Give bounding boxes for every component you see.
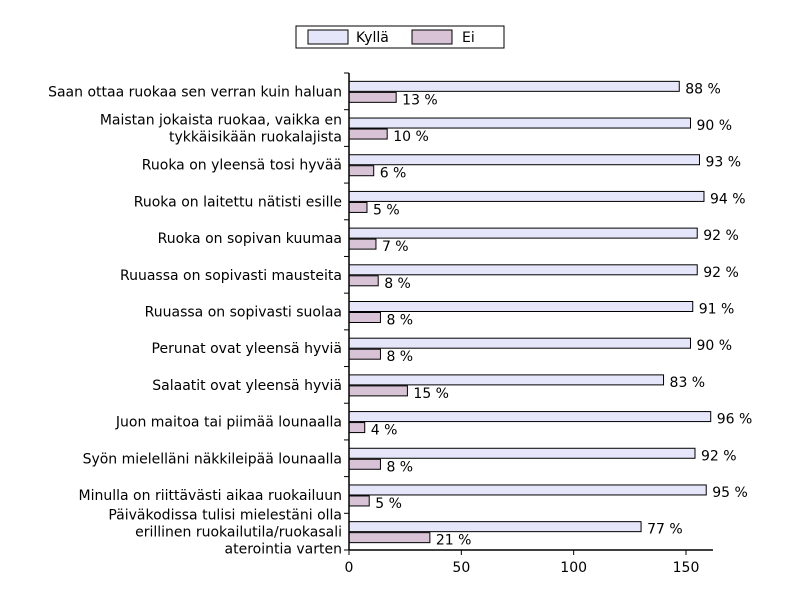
- legend: Kyllä Ei: [295, 25, 505, 49]
- bar-kylla: [348, 521, 642, 533]
- bar-kylla: [348, 301, 694, 312]
- bar-ei: [348, 495, 370, 507]
- category-label: Ruuassa on sopivasti suolaa: [145, 305, 342, 321]
- value-label-ei: 8 %: [386, 349, 413, 365]
- category-label: Juon maitoa tai piimää lounaalla: [115, 415, 342, 431]
- bar-ei: [348, 128, 388, 140]
- axes: 0 50 100 150: [344, 72, 713, 576]
- legend-label-ei: Ei: [462, 30, 475, 46]
- category-label: Päiväkodissa tulisi mielestäni olla: [108, 508, 342, 524]
- x-tick-label: 50: [452, 560, 470, 576]
- bar-ei: [348, 312, 381, 323]
- bar-kylla: [348, 447, 696, 459]
- bar-ei: [348, 385, 408, 397]
- bar-ei: [348, 532, 431, 544]
- legend-label-kylla: Kyllä: [356, 30, 389, 46]
- bar-kylla: [348, 374, 665, 386]
- bar-kylla: [348, 190, 705, 202]
- value-label-ei: 5 %: [375, 496, 402, 512]
- legend-swatch-ei: [411, 29, 453, 45]
- category-label: Ruoka on yleensä tosi hyvää: [142, 158, 342, 174]
- category-label: erillinen ruokailutila/ruokasali: [135, 525, 342, 541]
- value-label-kylla: 92 %: [703, 228, 739, 244]
- bar-kylla: [348, 411, 712, 423]
- category-label: Ruoka on laitettu nätisti esille: [134, 194, 342, 210]
- category-label: Syön mielelläni näkkileipää lounaalla: [83, 451, 342, 467]
- value-label-ei: 21 %: [436, 533, 472, 549]
- bar-ei: [348, 275, 379, 287]
- legend-swatch-kylla: [307, 29, 349, 45]
- value-label-kylla: 83 %: [670, 375, 706, 391]
- bar-ei: [348, 458, 381, 470]
- value-label-ei: 10 %: [393, 129, 429, 145]
- bar-ei: [348, 348, 381, 360]
- category-labels: Saan ottaa ruokaa sen verran kuin haluan…: [48, 84, 342, 557]
- bar-ei: [348, 91, 397, 103]
- value-label-ei: 15 %: [413, 386, 449, 402]
- x-tick-label: 100: [560, 560, 587, 576]
- category-label: Maistan jokaista ruokaa, vaikka en: [100, 113, 342, 129]
- category-label: tykkäisikään ruokalajista: [169, 130, 342, 146]
- category-label: Ruuassa on sopivasti mausteita: [120, 268, 342, 284]
- value-label-ei: 13 %: [402, 92, 438, 108]
- value-label-ei: 6 %: [380, 166, 407, 182]
- bar-ei: [348, 165, 375, 177]
- value-label-kylla: 93 %: [705, 155, 741, 171]
- category-label: Salaatit ovat yleensä hyviä: [152, 378, 342, 394]
- value-label-ei: 5 %: [373, 202, 400, 218]
- bar-ei: [348, 201, 368, 213]
- value-label-ei: 8 %: [386, 313, 413, 329]
- x-tick-label: 150: [673, 560, 700, 576]
- bar-kylla: [348, 117, 691, 129]
- value-label-kylla: 92 %: [703, 265, 739, 281]
- value-label-kylla: 94 %: [710, 191, 746, 207]
- value-label-kylla: 90 %: [696, 118, 732, 134]
- value-label-ei: 8 %: [384, 276, 411, 292]
- bar-kylla: [348, 264, 698, 276]
- value-label-kylla: 90 %: [696, 338, 732, 354]
- bar-kylla: [348, 154, 700, 166]
- value-label-kylla: 88 %: [685, 81, 721, 97]
- value-label-ei: 4 %: [371, 423, 398, 439]
- bars-layer: 88 % 13 % 90 % 10 % 93 % 6 % 94 % 5 % 92 % 7 % 92 …: [348, 80, 753, 549]
- bar-kylla: [348, 337, 691, 349]
- bar-kylla: [348, 227, 698, 239]
- value-label-kylla: 92 %: [701, 448, 737, 464]
- value-label-kylla: 96 %: [717, 412, 753, 428]
- category-label: Minulla on riittävästi aikaa ruokailuun: [79, 488, 342, 504]
- bar-ei: [348, 238, 377, 250]
- bar-kylla: [348, 484, 707, 496]
- x-tick-label: 0: [345, 560, 354, 576]
- category-label: aterointia varten: [225, 542, 342, 558]
- category-label: Ruoka on sopivan kuumaa: [158, 231, 342, 247]
- value-label-ei: 7 %: [382, 239, 409, 255]
- bar-kylla: [348, 80, 680, 92]
- category-label: Perunat ovat yleensä hyviä: [152, 341, 342, 357]
- category-label: Saan ottaa ruokaa sen verran kuin haluan: [48, 84, 342, 100]
- value-label-kylla: 95 %: [712, 485, 748, 501]
- value-label-ei: 8 %: [386, 459, 413, 475]
- value-label-kylla: 77 %: [647, 522, 683, 538]
- value-label-kylla: 91 %: [699, 302, 735, 318]
- bar-ei: [348, 422, 366, 434]
